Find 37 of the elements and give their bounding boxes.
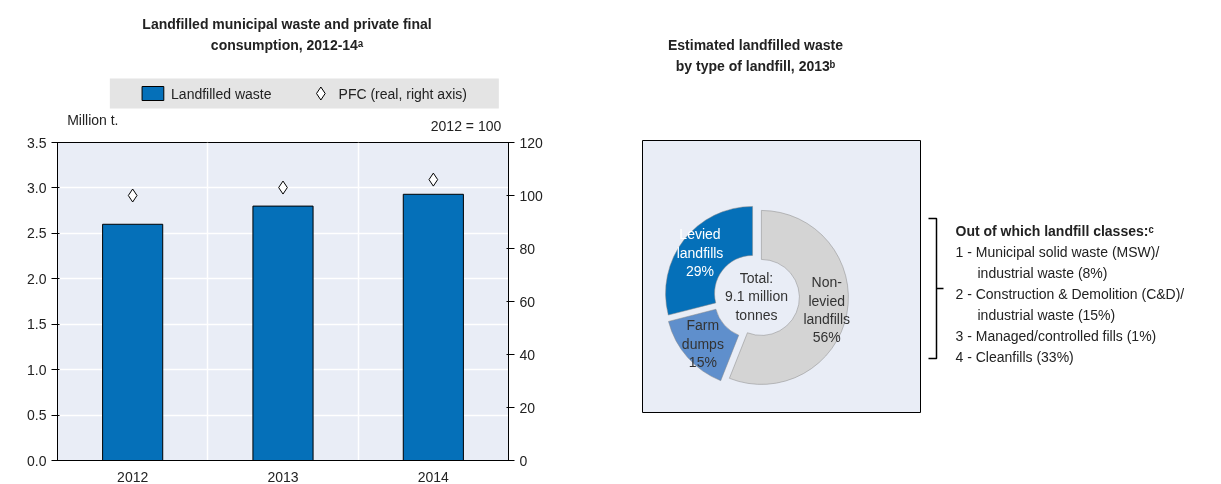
y2-tick-label: 40	[519, 346, 536, 363]
y-tick-label: 2.5	[27, 225, 47, 242]
point	[127, 188, 138, 203]
y-tick-label: 3.5	[27, 134, 47, 151]
y2-tick-label: 20	[519, 399, 536, 416]
y-tick-label: 3.0	[27, 179, 47, 196]
chart-title: Estimated landfilled waste by type of landfill, 2013ᵇ	[667, 37, 844, 74]
y-tick-label: 1.5	[27, 316, 47, 333]
y2-tick-label: 100	[519, 187, 544, 204]
slice-label: Farm dumps	[681, 317, 724, 352]
y-tick-label: 1.0	[27, 361, 47, 378]
y2-axis-title: 2012 = 100	[430, 117, 502, 134]
text: 2 - Construction & Demolition (C&D)/industrial waste (15%)	[955, 285, 1185, 323]
text: 4 - Cleanfills (33%)	[955, 348, 1074, 365]
text: 1 - Municipal solid waste (MSW)/industrial waste (8%)	[955, 243, 1160, 281]
x-tick-label: 2012	[117, 468, 149, 484]
data-label: 29%	[685, 263, 715, 280]
chart-title: Landfilled municipal waste and private final consumption, 2012-14ᵃ	[142, 16, 432, 53]
y-tick-label: 0.5	[27, 407, 47, 424]
y-tick-label: 2.0	[27, 270, 47, 287]
y2-tick-label: 0	[519, 452, 528, 469]
legend-label: Landfilled waste	[171, 85, 272, 102]
text: 3 - Managed/controlled fills (1%)	[955, 327, 1157, 344]
y2-tick-label: 120	[519, 134, 544, 151]
text: Out of which landfill classes:ᶜ	[955, 222, 1154, 239]
y2-tick-label: 60	[519, 293, 536, 310]
x-tick-label: 2013	[267, 468, 299, 484]
data-label: 15%	[688, 354, 717, 371]
y2-tick-label: 80	[519, 240, 536, 257]
y-axis-title: Million t.	[67, 111, 119, 128]
slice-label: Non-levied landfills	[803, 274, 851, 328]
x-tick-label: 2014	[417, 468, 450, 484]
data-label: 56%	[812, 329, 841, 346]
legend-label: PFC (real, right axis)	[338, 85, 467, 102]
y-tick-label: 0.0	[27, 452, 47, 469]
point	[428, 172, 439, 187]
text: Total: 9.1 million tonnes	[724, 270, 789, 323]
